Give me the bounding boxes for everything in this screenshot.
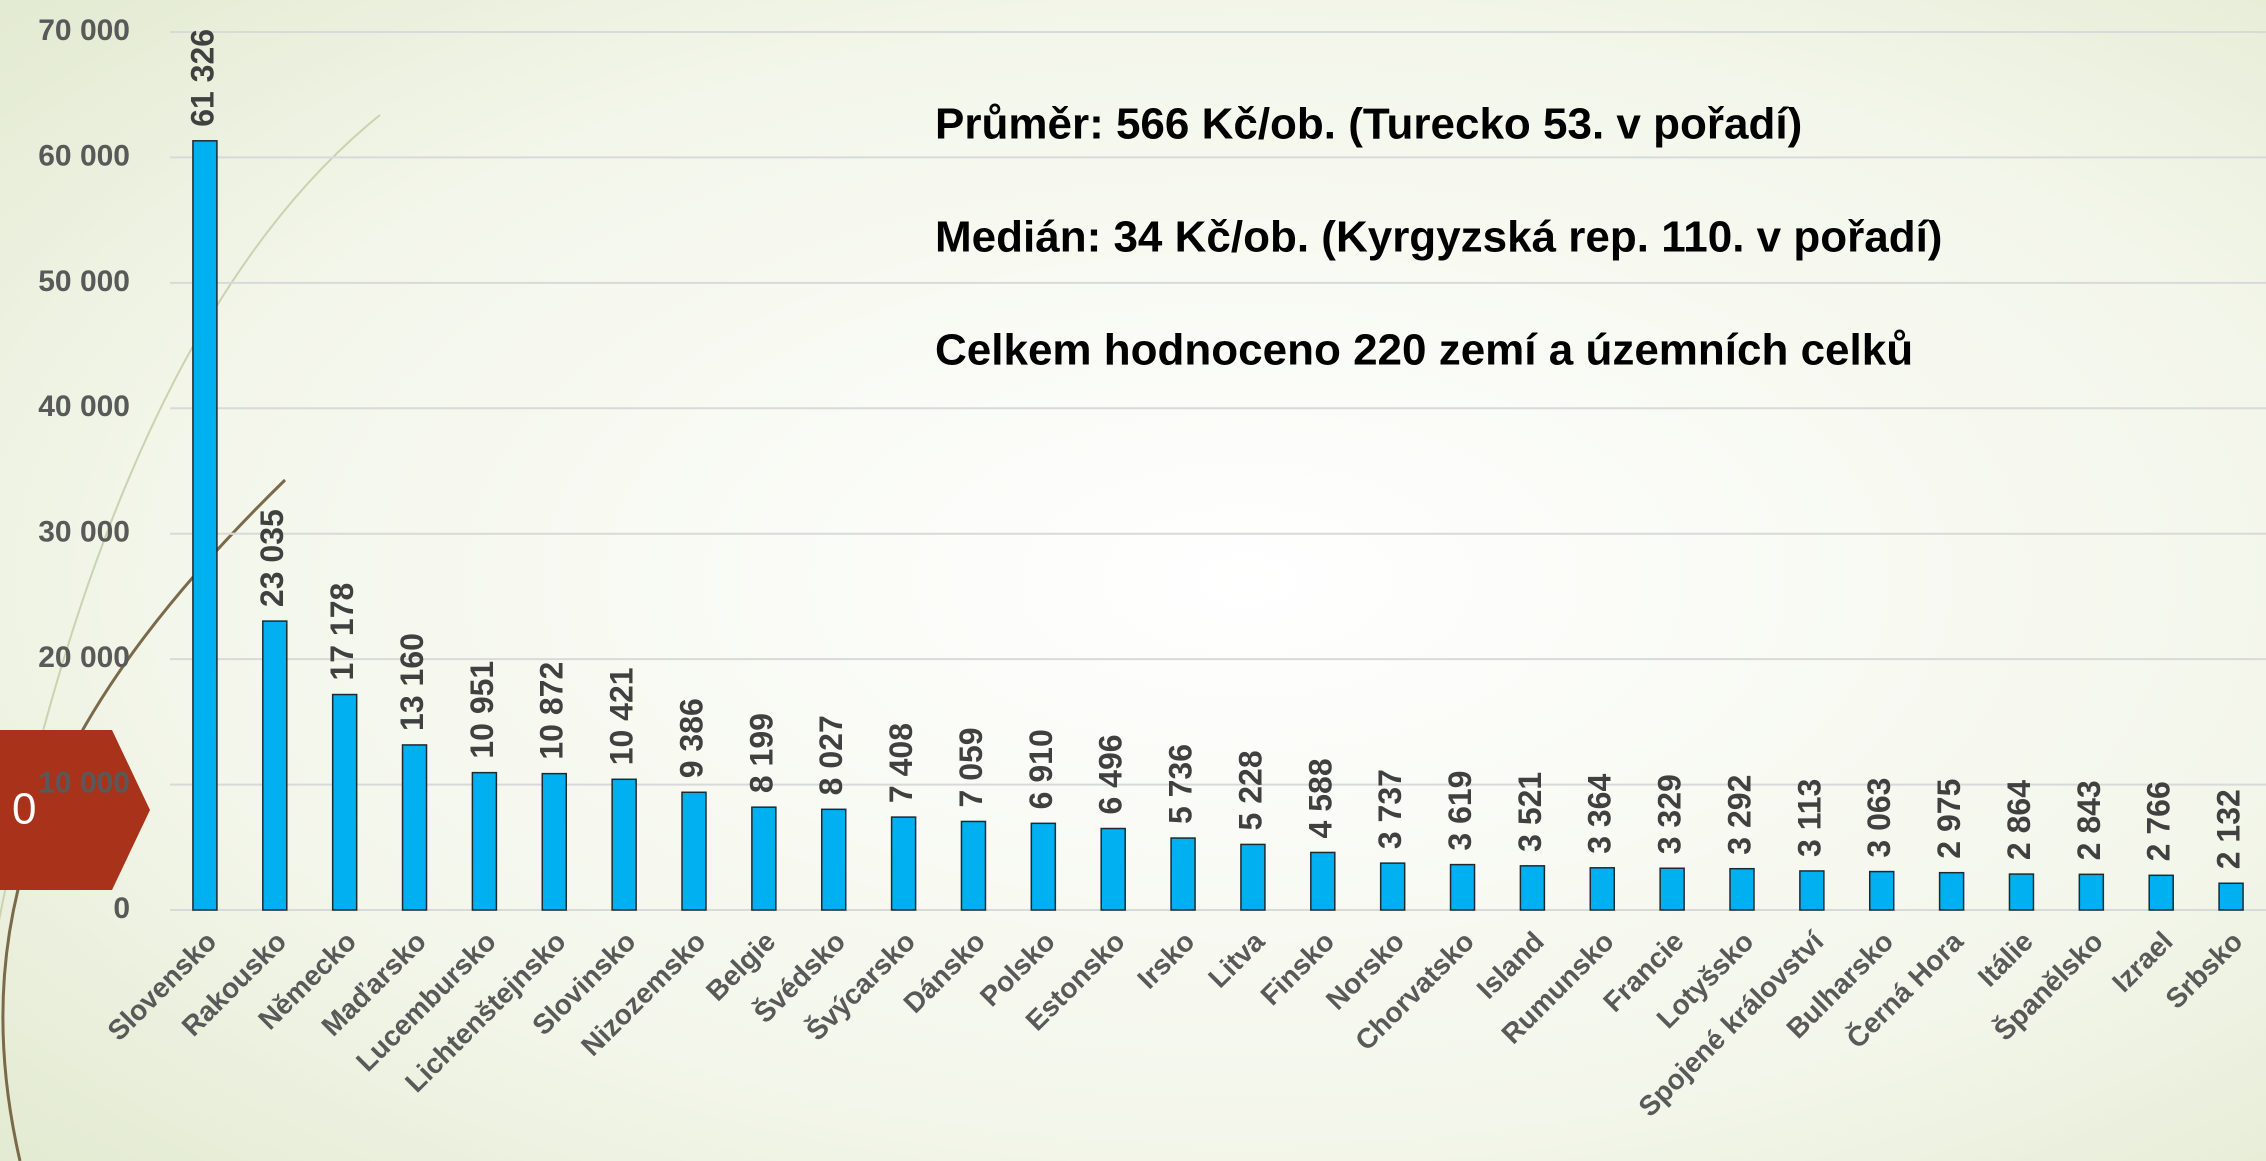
- value-label: 17 178: [324, 583, 360, 681]
- annotation: Celkem hodnoceno 220 zemí a územních cel…: [935, 326, 1913, 375]
- bar: [1519, 865, 1546, 911]
- bar: [1030, 822, 1057, 911]
- bar: [2008, 873, 2035, 911]
- value-label: 3 113: [1791, 779, 1827, 857]
- bar: [541, 772, 568, 911]
- value-label: 9 386: [673, 698, 709, 778]
- bar: [1240, 843, 1266, 911]
- value-label: 3 063: [1861, 778, 1897, 858]
- value-label: 8 027: [813, 715, 849, 795]
- bar: [820, 808, 847, 911]
- value-label: 2 766: [2141, 781, 2177, 861]
- value-label: 3 329: [1652, 774, 1688, 854]
- bar: [471, 771, 498, 911]
- value-label: 2 843: [2071, 780, 2107, 860]
- bar: [2148, 874, 2174, 911]
- value-label: 3 292: [1721, 775, 1757, 855]
- value-label: 3 619: [1442, 771, 1478, 851]
- y-tick-label: 30 000: [38, 516, 130, 549]
- y-tick-label: 20 000: [38, 641, 130, 674]
- value-label: 3 521: [1512, 772, 1548, 852]
- bar: [1310, 851, 1336, 911]
- y-tick-label: 40 000: [38, 390, 130, 423]
- y-tick-label: 50 000: [38, 265, 130, 298]
- y-tick-label: 0: [113, 892, 130, 925]
- y-tick-label: 70 000: [38, 14, 130, 47]
- y-tick-label: 60 000: [38, 139, 130, 172]
- value-label: 5 228: [1232, 750, 1268, 830]
- value-label: 2 975: [1931, 779, 1967, 859]
- value-label: 10 951: [464, 661, 500, 759]
- bar: [1799, 870, 1825, 911]
- bar: [262, 620, 288, 911]
- bar: [751, 806, 777, 911]
- value-label: 5 736: [1163, 744, 1199, 824]
- value-label: 2 864: [2001, 780, 2037, 860]
- value-label: 2 132: [2211, 789, 2247, 869]
- bar: [2078, 873, 2105, 911]
- value-label: 6 910: [1023, 729, 1059, 809]
- value-label: 3 737: [1372, 769, 1408, 849]
- value-label: 10 872: [534, 662, 570, 760]
- value-label: 3 364: [1582, 774, 1618, 854]
- value-label: 6 496: [1093, 734, 1129, 814]
- y-tick-label: 10 000: [38, 766, 130, 799]
- bar: [331, 693, 358, 911]
- value-label: 61 326: [184, 29, 220, 127]
- decor-curve: [0, 114, 381, 922]
- bar: [1868, 870, 1895, 911]
- bar: [192, 140, 218, 911]
- value-label: 23 035: [254, 509, 290, 607]
- slide-badge: [0, 730, 150, 890]
- bar: [611, 778, 637, 911]
- bar: [681, 791, 707, 911]
- bar: [1100, 827, 1126, 911]
- bar: [1589, 867, 1616, 911]
- annotation: Medián: 34 Kč/ob. (Kyrgyzská rep. 110. v…: [935, 213, 1942, 262]
- bar: [1379, 862, 1406, 911]
- bar: [401, 744, 428, 911]
- bar: [1938, 871, 1965, 911]
- bar: [960, 820, 987, 911]
- value-label: 13 160: [394, 633, 430, 731]
- slide-number: 0: [12, 785, 36, 834]
- value-label: 4 588: [1302, 758, 1338, 838]
- bar: [1449, 863, 1476, 911]
- annotation: Průměr: 566 Kč/ob. (Turecko 53. v pořadí…: [935, 100, 1802, 149]
- value-label: 7 059: [953, 727, 989, 807]
- bar: [2218, 882, 2244, 911]
- bar: [1729, 867, 1755, 911]
- bar: [1170, 837, 1196, 911]
- value-label: 10 421: [604, 667, 640, 765]
- value-label: 7 408: [883, 723, 919, 803]
- value-label: 8 199: [743, 713, 779, 793]
- bar: [1659, 867, 1685, 911]
- bar: [890, 816, 917, 911]
